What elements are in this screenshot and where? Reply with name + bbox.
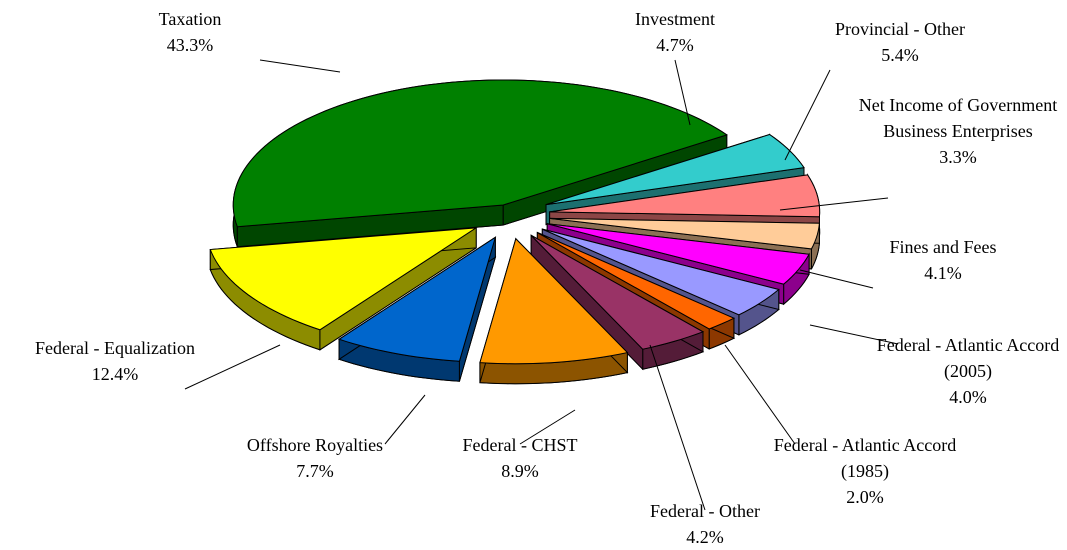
slice-label: Federal - Atlantic Accord (2005) [876, 335, 1060, 381]
slice-label: Federal - CHST [462, 435, 578, 455]
slice-label: Net Income of Government Business Enterp… [858, 95, 1058, 141]
value-label: 4.1% [924, 263, 962, 283]
value-label: 2.0% [846, 487, 884, 507]
slice-label: Federal - Equalization [35, 338, 195, 358]
leader-line [799, 269, 874, 289]
slice [547, 223, 810, 285]
slice [537, 232, 736, 330]
slice-label: Taxation [158, 9, 222, 29]
value-label: 4.0% [949, 387, 987, 407]
slice-label: Provincial - Other [835, 19, 965, 39]
slice-label: Federal - Atlantic Accord (1985) [773, 435, 957, 481]
slice [479, 237, 629, 365]
leader-line [779, 197, 889, 211]
leader-line [184, 344, 281, 390]
value-label: 4.2% [686, 527, 724, 547]
slice-label: Investment [635, 9, 715, 29]
value-label: 3.3% [939, 147, 977, 167]
leader-line [724, 344, 796, 445]
leader-line [674, 59, 691, 126]
value-label: 12.4% [91, 364, 139, 384]
value-label: 5.4% [881, 45, 919, 65]
value-label: 8.9% [501, 461, 539, 481]
value-label: 7.7% [296, 461, 334, 481]
leader-line [784, 69, 831, 161]
leader-line [259, 59, 341, 73]
slice-label: Offshore Royalties [246, 435, 384, 455]
slice-label: Fines and Fees [889, 237, 997, 257]
slice [232, 79, 728, 228]
slice [549, 217, 820, 250]
leader-line [519, 409, 576, 445]
slice-label: Federal - Other [650, 501, 760, 521]
value-label: 4.7% [656, 35, 694, 55]
leader-line [649, 344, 706, 511]
value-label: 43.3% [166, 35, 214, 55]
slice [530, 234, 705, 350]
slice [209, 227, 477, 331]
slice [542, 228, 780, 316]
leader-line [809, 324, 899, 345]
slice [337, 236, 497, 362]
slice [549, 174, 821, 218]
leader-line [384, 394, 426, 445]
